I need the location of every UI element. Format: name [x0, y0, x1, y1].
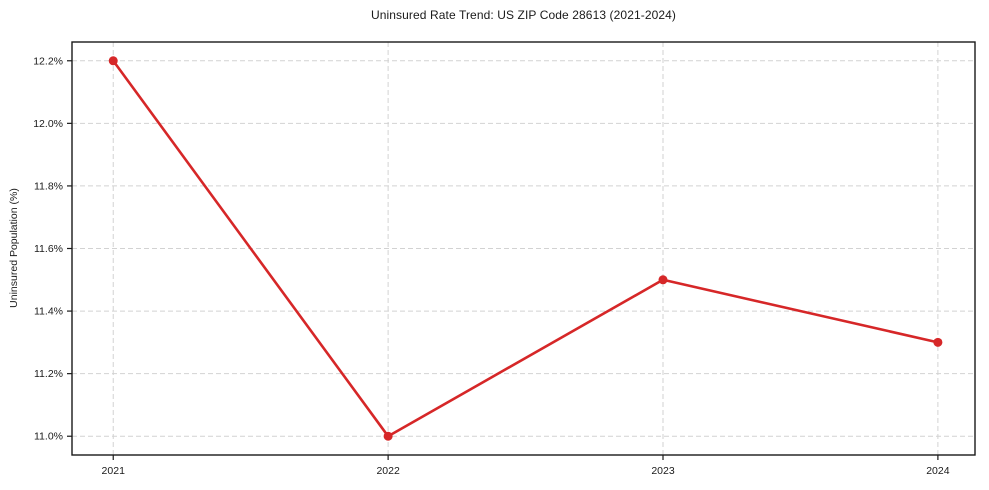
series-line — [111, 59, 940, 438]
axis-tick-labels: 11.0% 11.2% 11.4% 11.6% 11.8% 12.0% 12.2% 2021 2… — [33, 55, 950, 477]
gridlines — [72, 42, 975, 455]
x-tick-label: 2024 — [926, 465, 950, 477]
data-point-marker — [658, 275, 668, 285]
y-tick-label: 12.2% — [33, 55, 63, 67]
x-tick-label: 2022 — [376, 465, 400, 477]
y-tick-label: 11.4% — [34, 306, 63, 318]
y-tick-label: 11.0% — [34, 431, 63, 443]
data-markers — [108, 56, 943, 441]
y-tick-label: 11.2% — [34, 368, 63, 380]
y-tick-label: 12.0% — [33, 118, 63, 130]
axis-ticks — [67, 60, 939, 460]
data-point-marker — [108, 56, 118, 66]
x-tick-label: 2023 — [651, 465, 675, 477]
data-point-marker — [933, 337, 943, 347]
axes-spines — [71, 41, 976, 456]
y-tick-label: 11.8% — [34, 180, 63, 192]
chart-title: Uninsured Rate Trend: US ZIP Code 28613 … — [370, 8, 677, 22]
plot-border — [71, 41, 976, 456]
y-tick-label: 11.6% — [34, 243, 63, 255]
data-line — [111, 59, 940, 438]
x-tick-label: 2021 — [102, 465, 126, 477]
data-point-marker — [383, 431, 393, 441]
